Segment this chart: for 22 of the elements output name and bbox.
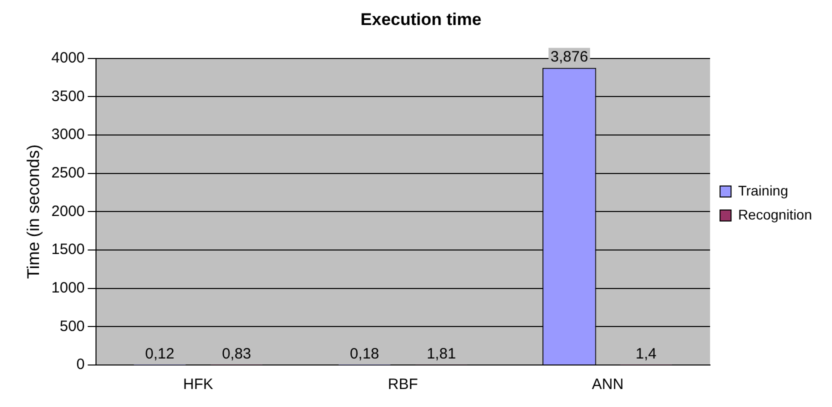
y-tick-label: 1000	[51, 279, 85, 296]
x-tick-label: RBF	[388, 376, 418, 394]
y-tick-label: 3500	[51, 88, 85, 105]
data-label: 1,4	[636, 346, 657, 363]
y-tick-label: 3000	[51, 126, 85, 144]
y-tick-label: 1500	[51, 241, 85, 258]
x-tick-label: HFK	[183, 376, 214, 394]
y-tick-label: 2000	[51, 202, 85, 220]
y-tick-label: 2500	[51, 164, 85, 182]
x-tick-label: ANN	[592, 376, 624, 394]
data-label: 3,876	[550, 48, 588, 66]
data-label: 0,83	[222, 346, 252, 363]
y-tick-label: 500	[60, 318, 85, 335]
legend-label: Recognition	[738, 206, 812, 222]
data-label: 1,81	[426, 346, 456, 362]
y-tick-label: 4000	[51, 50, 85, 67]
legend-label: Training	[738, 182, 788, 198]
chart-title: Execution time	[360, 10, 482, 29]
data-label: 0,18	[350, 346, 380, 363]
y-axis-title: Time (in seconds)	[24, 144, 43, 279]
data-label: 0,12	[145, 346, 174, 363]
y-tick-label: 0	[76, 356, 85, 374]
